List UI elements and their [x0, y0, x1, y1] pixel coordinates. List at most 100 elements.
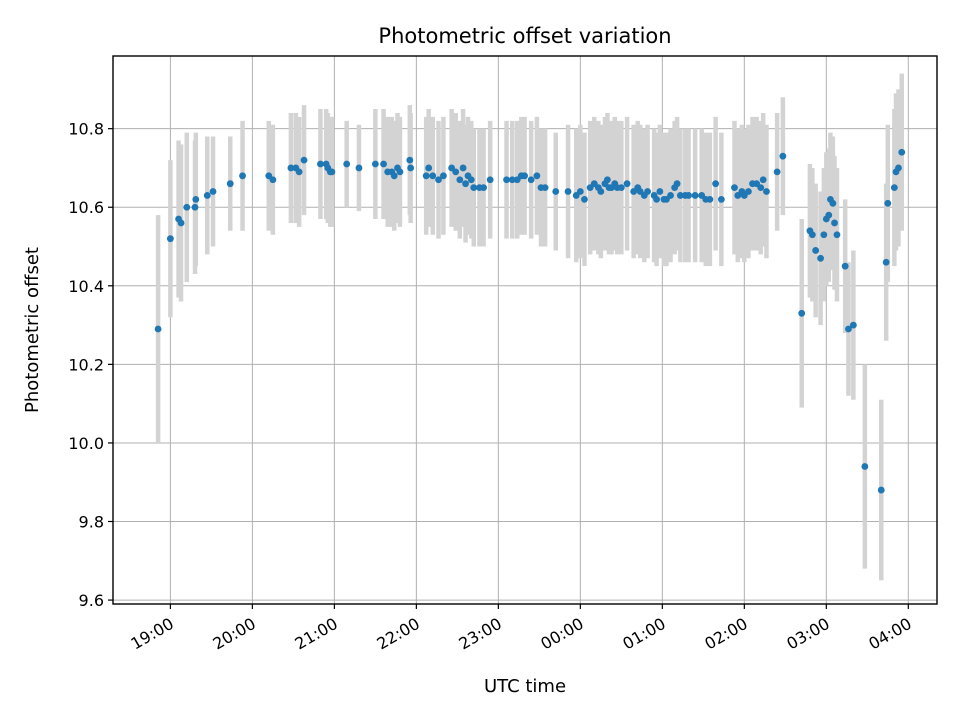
data-point	[269, 176, 277, 184]
y-tick-label: 10.8	[68, 120, 104, 139]
data-point	[845, 325, 852, 333]
data-point	[154, 325, 162, 333]
y-tick-label: 10.2	[68, 355, 104, 374]
data-point	[390, 172, 398, 180]
chart-title: Photometric offset variation	[378, 24, 671, 48]
data-point	[656, 188, 664, 195]
data-point	[877, 486, 885, 494]
data-point	[895, 164, 902, 172]
y-tick-label: 9.6	[79, 591, 104, 610]
data-point	[691, 192, 699, 199]
data-point	[407, 164, 415, 172]
data-point	[817, 254, 824, 262]
data-point	[462, 180, 469, 188]
data-point	[533, 172, 541, 180]
data-point	[644, 188, 651, 195]
data-point	[861, 463, 869, 470]
data-point	[841, 262, 849, 270]
data-point	[406, 156, 414, 164]
data-point	[300, 156, 308, 164]
data-point	[833, 231, 841, 239]
data-point	[597, 188, 605, 195]
data-point	[459, 164, 467, 172]
data-point	[831, 219, 838, 227]
data-point	[467, 176, 475, 184]
data-point	[773, 168, 781, 176]
data-point	[576, 188, 584, 195]
data-point	[779, 152, 787, 160]
data-point	[503, 176, 510, 184]
data-point	[396, 168, 404, 176]
data-point	[890, 184, 898, 191]
y-tick-label: 10.4	[68, 277, 104, 296]
data-point	[812, 247, 820, 254]
data-point	[527, 176, 535, 184]
data-point	[355, 164, 363, 172]
data-point	[763, 188, 770, 195]
data-point	[287, 164, 295, 172]
data-point	[166, 235, 174, 243]
x-axis-label: UTC time	[484, 676, 566, 697]
data-point	[452, 168, 460, 176]
data-point	[820, 231, 828, 239]
data-point	[541, 184, 549, 191]
data-point	[581, 195, 588, 203]
data-point	[422, 172, 430, 180]
data-point	[564, 188, 572, 195]
data-point	[380, 160, 387, 168]
data-point	[552, 188, 560, 195]
data-point	[295, 168, 303, 176]
data-point	[328, 168, 336, 176]
plot-frame	[112, 55, 938, 605]
data-point	[825, 211, 833, 219]
data-point	[717, 195, 725, 203]
data-point	[798, 309, 806, 317]
data-points	[154, 148, 906, 494]
data-point	[882, 258, 890, 266]
data-point	[521, 172, 528, 180]
data-point	[226, 180, 234, 188]
data-point	[456, 176, 464, 184]
data-point	[508, 176, 516, 184]
data-point	[829, 199, 837, 207]
data-point	[712, 180, 720, 188]
y-axis-ticks: 9.6 9.8 10.0 10.2 10.4 10.6 10.8	[68, 120, 113, 610]
data-point	[898, 148, 906, 156]
data-point	[440, 172, 447, 180]
data-point	[745, 188, 752, 195]
data-point	[884, 199, 892, 207]
data-point	[203, 192, 211, 199]
data-point	[480, 184, 487, 191]
data-point	[371, 160, 379, 168]
data-point	[676, 192, 684, 199]
data-point	[183, 203, 191, 211]
data-point	[757, 184, 765, 191]
data-point	[192, 195, 200, 203]
data-point	[429, 172, 437, 180]
data-point	[731, 184, 738, 191]
data-point	[343, 160, 351, 168]
data-point	[653, 195, 660, 203]
data-point	[435, 176, 442, 184]
data-point	[604, 176, 611, 184]
data-point	[808, 231, 816, 239]
y-tick-label: 9.8	[79, 513, 104, 532]
data-point	[191, 203, 199, 211]
data-point	[759, 176, 767, 184]
y-tick-label: 10.6	[68, 198, 104, 217]
data-point	[209, 188, 217, 195]
data-point	[673, 180, 681, 188]
data-point	[239, 172, 246, 180]
data-point	[470, 184, 478, 191]
data-point	[685, 192, 692, 199]
data-point	[425, 164, 433, 172]
data-point	[706, 195, 714, 203]
data-point	[486, 176, 494, 184]
data-point	[317, 160, 324, 168]
y-axis-label: Photometric offset	[22, 247, 43, 413]
data-point	[177, 219, 185, 227]
y-tick-label: 10.0	[68, 434, 104, 453]
data-point	[667, 192, 674, 199]
